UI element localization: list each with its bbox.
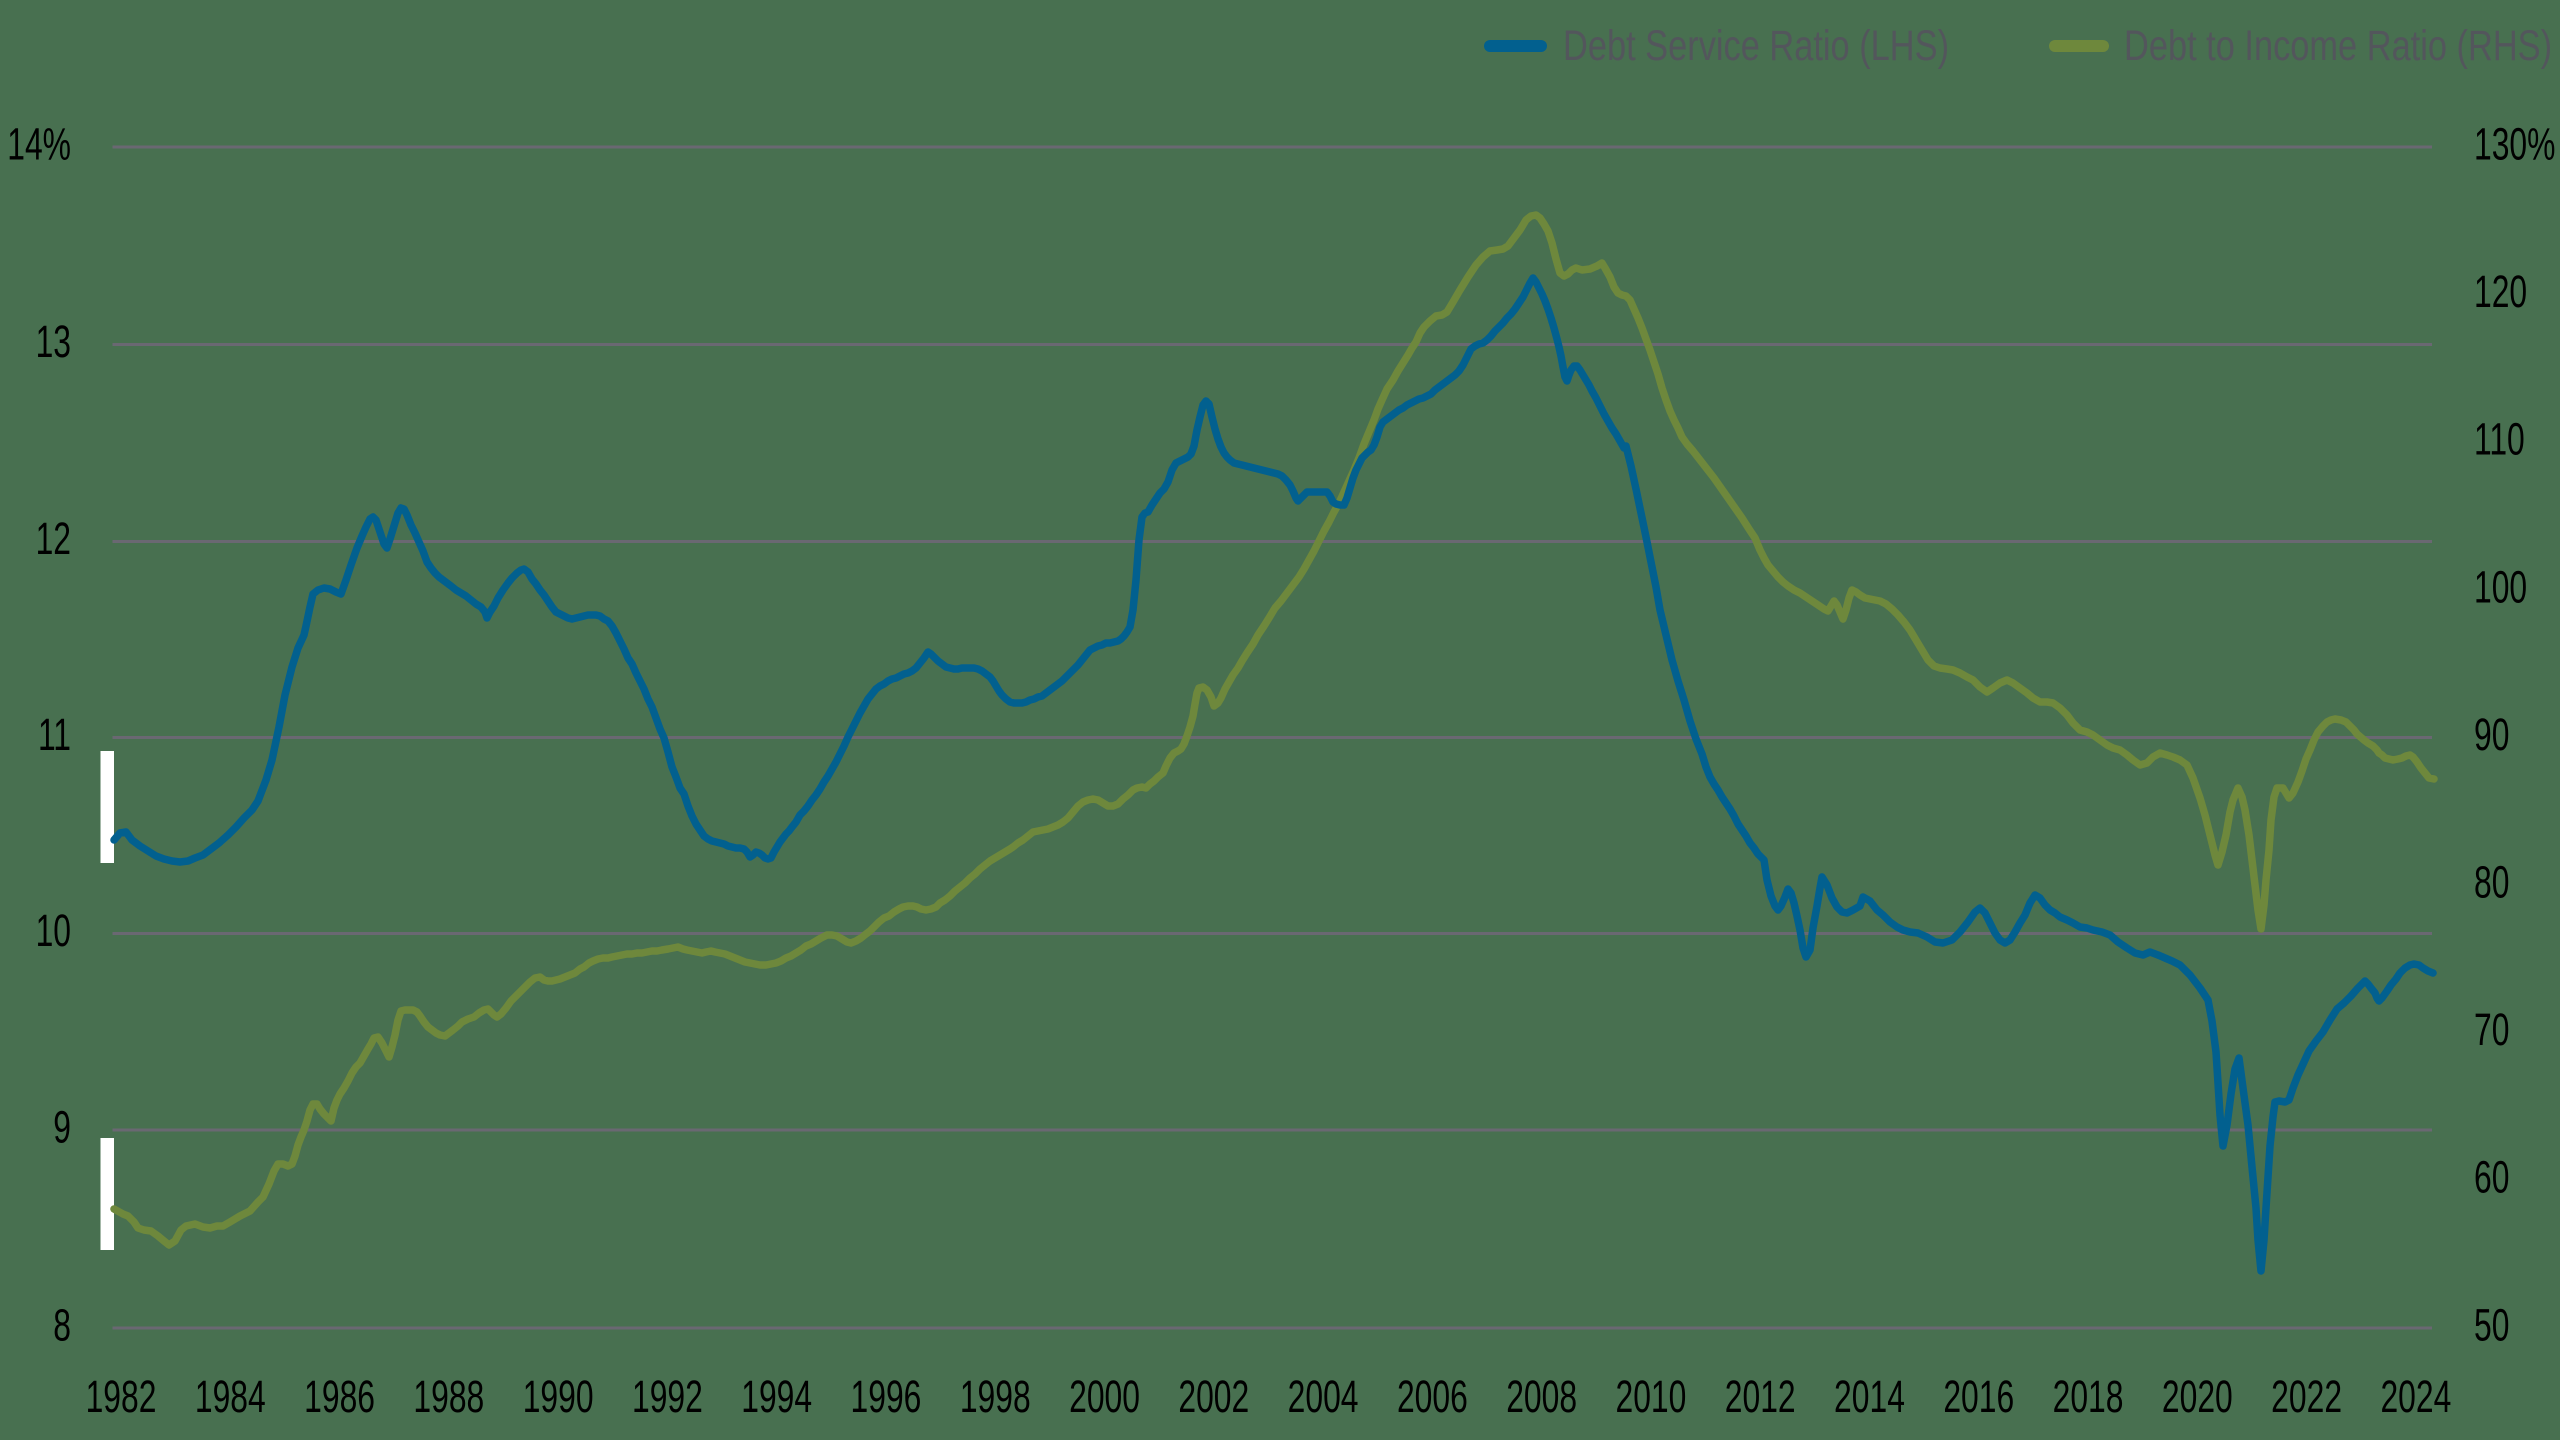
svg-text:Debt Service Ratio (LHS): Debt Service Ratio (LHS) — [1563, 22, 1949, 69]
svg-text:1998: 1998 — [960, 1371, 1031, 1422]
svg-text:1984: 1984 — [195, 1371, 266, 1422]
svg-text:12: 12 — [36, 513, 71, 564]
svg-text:1986: 1986 — [304, 1371, 375, 1422]
svg-text:10: 10 — [36, 905, 71, 956]
svg-text:2002: 2002 — [1178, 1371, 1249, 1422]
svg-text:14%: 14% — [7, 119, 71, 170]
svg-text:1990: 1990 — [523, 1371, 594, 1422]
svg-text:2008: 2008 — [1506, 1371, 1577, 1422]
svg-text:Debt to Income Ratio (RHS): Debt to Income Ratio (RHS) — [2124, 22, 2552, 69]
svg-text:1992: 1992 — [632, 1371, 703, 1422]
svg-text:11: 11 — [38, 709, 71, 760]
svg-text:2020: 2020 — [2162, 1371, 2233, 1422]
svg-text:2000: 2000 — [1069, 1371, 1140, 1422]
svg-text:2022: 2022 — [2271, 1371, 2342, 1422]
svg-text:120: 120 — [2474, 267, 2527, 318]
svg-text:2004: 2004 — [1288, 1371, 1359, 1422]
svg-text:50: 50 — [2474, 1300, 2509, 1351]
svg-text:2014: 2014 — [1834, 1371, 1905, 1422]
svg-text:70: 70 — [2474, 1005, 2509, 1056]
svg-text:1988: 1988 — [413, 1371, 484, 1422]
svg-text:13: 13 — [36, 316, 71, 367]
svg-text:1982: 1982 — [86, 1371, 157, 1422]
svg-text:130%: 130% — [2474, 119, 2555, 170]
svg-text:9: 9 — [53, 1102, 71, 1153]
svg-text:2006: 2006 — [1397, 1371, 1468, 1422]
svg-text:1996: 1996 — [851, 1371, 922, 1422]
svg-text:100: 100 — [2474, 562, 2527, 613]
svg-text:2024: 2024 — [2380, 1371, 2451, 1422]
svg-text:2018: 2018 — [2053, 1371, 2124, 1422]
svg-text:8: 8 — [53, 1300, 71, 1351]
svg-text:1994: 1994 — [741, 1371, 812, 1422]
svg-text:80: 80 — [2474, 857, 2509, 908]
svg-text:2010: 2010 — [1615, 1371, 1686, 1422]
svg-text:90: 90 — [2474, 709, 2509, 760]
svg-text:2016: 2016 — [1943, 1371, 2014, 1422]
svg-text:60: 60 — [2474, 1152, 2509, 1203]
svg-text:110: 110 — [2474, 414, 2525, 465]
svg-text:2012: 2012 — [1725, 1371, 1796, 1422]
